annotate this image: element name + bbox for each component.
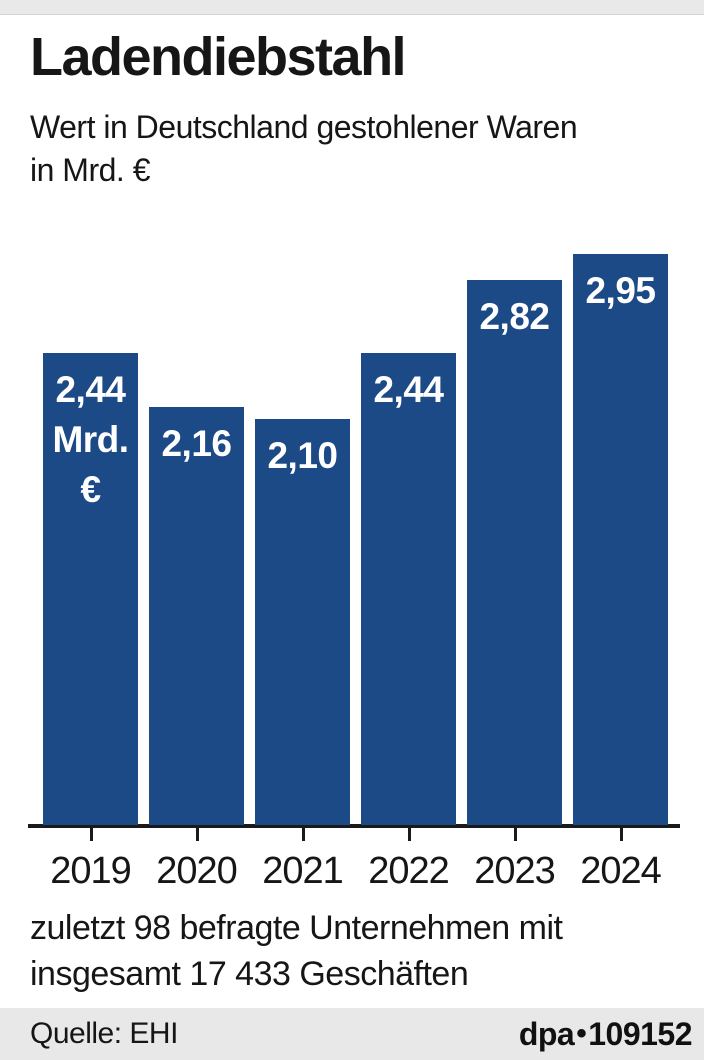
year-label: 2023	[474, 850, 556, 892]
year-label: 2021	[262, 850, 344, 892]
bar: 2,44	[361, 353, 456, 825]
year-label: 2024	[580, 850, 662, 892]
bar: 2,95	[573, 254, 668, 825]
chart-subtitle: Wert in Deutschland gestohlener Waren in…	[30, 109, 578, 188]
year-label: 2019	[50, 850, 132, 892]
axis-tick	[514, 828, 517, 841]
year-label: 2020	[156, 850, 238, 892]
bar-value-label: 2,10	[267, 435, 338, 476]
bar: 2,10	[255, 419, 350, 825]
dpa-bullet-icon: •	[576, 1017, 587, 1050]
axis-tick	[196, 828, 199, 841]
dpa-logo: dpa	[518, 1015, 575, 1052]
bar: 2,44 Mrd. €	[43, 353, 138, 825]
source-label: Quelle: EHI	[30, 1017, 178, 1050]
axis-tick	[620, 828, 623, 841]
bar-value-label: 2,95	[585, 270, 656, 311]
bar-value-label: 2,44	[373, 369, 444, 410]
axis-tick	[302, 828, 305, 841]
bar-value-label: 2,44 Mrd. €	[52, 369, 129, 510]
page-title: Ladendiebstahl	[30, 27, 407, 87]
chart-footnote: zuletzt 98 befragte Unternehmen mit insg…	[30, 909, 563, 993]
graphic-id: 109152	[588, 1015, 692, 1052]
bar-value-label: 2,82	[479, 296, 550, 337]
x-axis-line	[28, 824, 680, 828]
bar: 2,82	[467, 280, 562, 825]
year-label: 2022	[368, 850, 450, 892]
footer-bar: Quelle: EHI dpa • 109152	[0, 1008, 704, 1060]
axis-tick	[408, 828, 411, 841]
dpa-credit: dpa • 109152	[518, 1015, 693, 1053]
bar-value-label: 2,16	[161, 423, 232, 464]
bar: 2,16	[149, 407, 244, 825]
axis-tick	[90, 828, 93, 841]
top-strip	[0, 0, 704, 15]
